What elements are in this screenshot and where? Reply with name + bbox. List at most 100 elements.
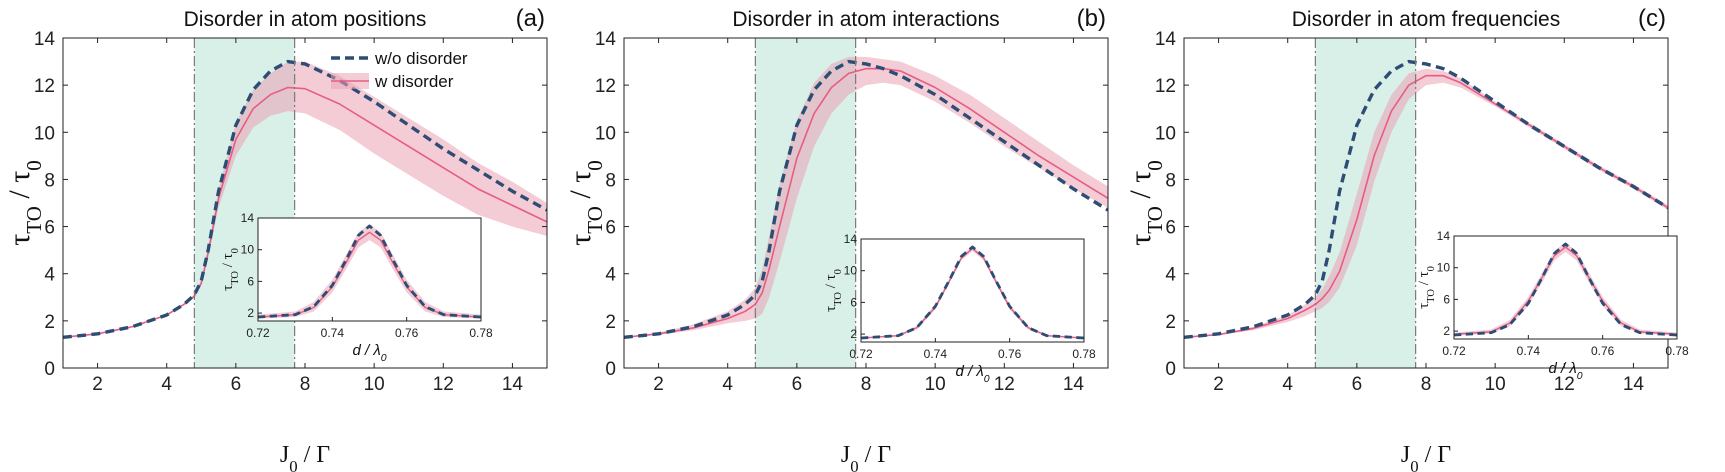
panel-1-xtick-label-4: 10 [925, 374, 946, 395]
panel-1-panel-label: (b) [1077, 5, 1106, 32]
panel-2-ylabel: τTO / τ0 [1124, 160, 1167, 246]
panel-2-ytick-label-3: 6 [1165, 218, 1176, 239]
panel-0-xtick-label-0: 2 [92, 374, 103, 395]
panel-2-xtick-label-3: 8 [1421, 374, 1432, 395]
panel-1-w-disorder-line [624, 67, 1108, 339]
panel-0-inset-frame [257, 217, 482, 322]
panel-2-ytick-label-1: 2 [1165, 312, 1176, 333]
panel-1-inset-xtick-label-1: 0.74 [924, 347, 948, 361]
panel-0-series [63, 59, 547, 340]
panel-1-xtick-label-0: 2 [653, 374, 664, 395]
panel-0-title: Disorder in atom positions [184, 8, 427, 31]
panel-0-inset-ytick-label-3: 14 [241, 211, 255, 225]
panel-2-inset-ytick-label-3: 14 [1437, 229, 1451, 243]
panel-2-xtick-label-0: 2 [1213, 374, 1224, 395]
panel-2-inset-frame [1453, 235, 1678, 340]
panel-1-ytick-label-3: 6 [605, 218, 616, 239]
panel-2-panel-label: (c) [1638, 5, 1666, 32]
panel-1-xtick-label-1: 4 [722, 374, 733, 395]
panel-2-inset-xtick-label-1: 0.74 [1517, 344, 1541, 358]
panel-1-inset-bg [861, 239, 1084, 342]
panel-1-xlabel: J0 / Γ [841, 442, 891, 472]
panel-2-ytick-label-0: 0 [1165, 359, 1176, 380]
panel-1-wo-disorder-line [624, 59, 1108, 340]
panel-0-ytick-label-4: 8 [44, 170, 55, 191]
panel-0-inset-xtick-label-1: 0.74 [321, 326, 345, 340]
panel-1-inset-ytick-label-2: 10 [844, 264, 858, 278]
panel-2-inset: 0.72 0.74 0.76 0.78 2 6 10 14 d / λ0 τTO / τ0 [1416, 229, 1689, 382]
panel-0-ytick-label-6: 12 [34, 76, 55, 97]
panel-1-inset-xtick-label-0: 0.72 [849, 347, 873, 361]
panel-2-inset-xtick-label-0: 0.72 [1442, 344, 1466, 358]
panel-0-inset-xtick-label-2: 0.76 [395, 326, 419, 340]
panel-1-ytick-label-4: 8 [605, 170, 616, 191]
panel-2-inset-wo-disorder-line [1454, 242, 1677, 337]
panel-0-inset-xlabel: d / λ0 [352, 342, 386, 364]
panel-1-ytick-label-6: 12 [595, 76, 616, 97]
panel-0-inset-xtick-label-3: 0.78 [469, 326, 493, 340]
panel-0-inset-ytick-label-0: 2 [247, 306, 254, 320]
panel-2-xtick-label-5: 12 [1554, 374, 1575, 395]
panel-0: 2 4 6 8 10 12 14 0 2 4 6 8 10 12 14 Disorder in atom po… [3, 5, 548, 472]
panel-0-inset-w-disorder-line [258, 231, 481, 318]
panel-0-xtick-label-5: 12 [433, 374, 454, 395]
panel-1-series [624, 56, 1108, 340]
panel-0-ytick-label-3: 6 [44, 218, 55, 239]
panel-1-inset-frame [860, 238, 1085, 343]
panel-0-inset-wo-disorder-line [258, 224, 481, 319]
panel-1-xtick-label-6: 14 [1063, 374, 1085, 395]
panel-0-xlabel: J0 / Γ [280, 442, 330, 472]
panel-2-ytick-label-4: 8 [1165, 170, 1176, 191]
panel-0-inset-series [258, 224, 481, 319]
panel-0-ytick-label-1: 2 [44, 312, 55, 333]
panel-2-ytick-label-6: 12 [1155, 76, 1176, 97]
panel-1-inset-ytick-label-0: 2 [850, 327, 857, 341]
panel-0-inset: 0.72 0.74 0.76 0.78 2 6 10 14 d / λ0 τTO / τ0 [220, 211, 493, 364]
panel-2-xtick-label-6: 14 [1623, 374, 1645, 395]
panel-2-title: Disorder in atom frequencies [1292, 8, 1560, 31]
panel-2-inset-xlabel: d / λ0 [1548, 360, 1582, 382]
panel-2-inset-ytick-label-1: 6 [1443, 292, 1450, 306]
panel-1-ytick-label-0: 0 [605, 359, 616, 380]
panel-2-series [1184, 59, 1668, 340]
panel-2-xtick-label-2: 6 [1352, 374, 1363, 395]
panel-0-xtick-label-6: 14 [502, 374, 524, 395]
panel-0-inset-ytick-label-2: 10 [241, 243, 255, 257]
panel-1-ylabel: τTO / τ0 [564, 160, 607, 246]
panel-0-ytick-label-7: 14 [34, 29, 56, 50]
panel-2-inset-ytick-label-0: 2 [1443, 324, 1450, 338]
panel-1-ytick-label-7: 14 [595, 29, 617, 50]
panel-2-inset-xtick-label-3: 0.78 [1665, 344, 1689, 358]
panel-1-inset: 0.72 0.74 0.76 0.78 2 6 10 14 d / λ0 τTO / τ0 [823, 232, 1096, 385]
panel-2-inset-ytick-label-2: 10 [1437, 261, 1451, 275]
panel-0-ylabel: τTO / τ0 [3, 160, 46, 246]
panel-0-disorder-band [63, 61, 547, 338]
panel-0-inset-ytick-label-1: 6 [247, 274, 254, 288]
panel-1-inset-series [861, 245, 1084, 340]
panel-2-ytick-label-7: 14 [1155, 29, 1177, 50]
panel-2-wo-disorder-line [1184, 59, 1668, 340]
panel-0-ytick-label-2: 4 [44, 265, 55, 286]
panel-2-inset-xtick-label-2: 0.76 [1591, 344, 1615, 358]
panel-1-inset-xtick-label-2: 0.76 [998, 347, 1022, 361]
panel-1-inset-ytick-label-1: 6 [850, 295, 857, 309]
panel-1-inset-xlabel: d / λ0 [955, 363, 989, 385]
panel-0-panel-label: (a) [516, 5, 545, 32]
legend: w/o disorder w disorder [331, 49, 468, 91]
panel-1-inset-wo-disorder-line [861, 245, 1084, 340]
panel-2-inset-w-disorder-line [1454, 246, 1677, 335]
panel-0-ytick-label-5: 10 [34, 123, 55, 144]
panel-2-xtick-label-4: 10 [1485, 374, 1506, 395]
panel-2-ytick-label-5: 10 [1155, 123, 1176, 144]
panel-2-xtick-label-1: 4 [1282, 374, 1293, 395]
panel-1-inset-xtick-label-3: 0.78 [1072, 347, 1096, 361]
panel-2-inset-series [1454, 242, 1677, 337]
panel-1-xtick-label-5: 12 [994, 374, 1015, 395]
panel-1-inset-ytick-label-3: 14 [844, 232, 858, 246]
panel-2-inset-bg [1454, 236, 1677, 339]
panel-2-inset-ylabel: τTO / τ0 [1416, 266, 1437, 309]
legend-wo-disorder-label: w/o disorder [374, 49, 468, 68]
panel-1-title: Disorder in atom interactions [732, 8, 999, 31]
panel-2-ytick-label-2: 4 [1165, 265, 1176, 286]
